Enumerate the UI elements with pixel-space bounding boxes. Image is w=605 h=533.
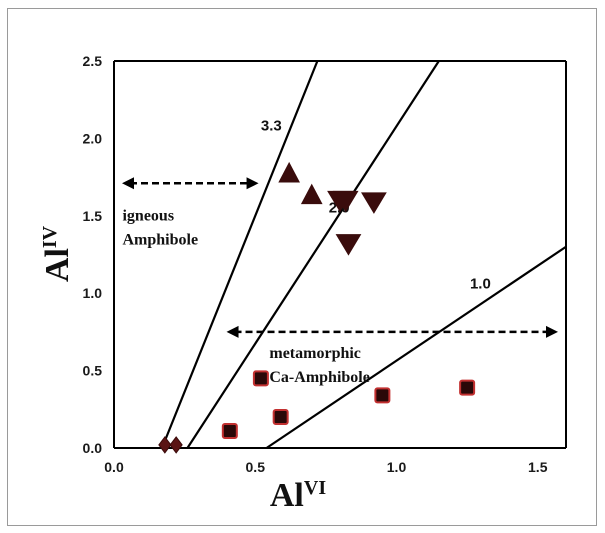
x-axis-label-main: Al [270,477,304,514]
x-tick-label: 0.0 [104,459,124,475]
reference-line-label: 1.0 [470,276,491,293]
diamond-point [158,436,172,454]
igneous-label: Amphibole [122,231,198,248]
triangle-down-point [361,192,387,214]
y-tick-label: 2.0 [83,130,103,146]
igneous-arrow-head-left [122,177,134,190]
x-tick-label: 0.5 [246,459,266,475]
plot-area [113,60,567,449]
x-axis-label-sup: VI [304,477,326,499]
reference-lines: 3.32.01.0 [161,60,567,449]
y-tick-label: 1.0 [83,285,103,301]
metamorphic-arrow-head-left [226,325,239,338]
y-tick-labels: 0.0 0.5 1.0 1.5 2.0 2.5 [83,53,103,456]
y-axis-label: AlIV [39,225,76,282]
metamorphic-label: metamorphic [269,345,361,362]
data-points [158,161,476,454]
metamorphic-arrow-head-right [546,325,558,338]
square-point [272,409,289,426]
y-tick-label: 2.5 [83,53,103,69]
y-axis-label-sup: IV [39,225,61,248]
triangle-down-point [335,234,362,256]
x-tick-labels: 0.0 0.5 1.0 1.5 [104,459,547,475]
y-axis-label-main: Al [39,248,76,282]
square-point [221,422,238,439]
y-tick-label: 1.5 [83,208,103,224]
metamorphic-label: Ca-Amphibole [269,369,369,386]
chart-frame: 3.32.01.0 igneousAmphibolemetamorphicCa-… [7,8,597,526]
reference-line [186,60,440,449]
igneous-label: igneous [122,207,174,224]
scatter-chart: 3.32.01.0 igneousAmphibolemetamorphicCa-… [39,53,567,514]
x-tick-label: 1.5 [528,459,548,475]
triangle-up-point [278,161,300,183]
x-tick-label: 1.0 [387,459,407,475]
square-point [374,387,391,404]
y-tick-label: 0.0 [83,440,103,456]
igneous-arrow-head-right [246,177,259,190]
reference-line [265,245,567,449]
x-axis-label: AlVI [270,477,326,514]
triangle-up-point [300,183,323,205]
annotations: igneous Amphibole metamorphic Ca-Amphibole [122,177,558,386]
reference-line [161,60,319,449]
square-point [252,370,269,387]
square-point [459,379,476,396]
reference-line-label: 3.3 [261,118,282,135]
diamond-point [169,436,183,454]
y-tick-label: 0.5 [83,363,103,379]
triangle-down-point [332,190,359,213]
